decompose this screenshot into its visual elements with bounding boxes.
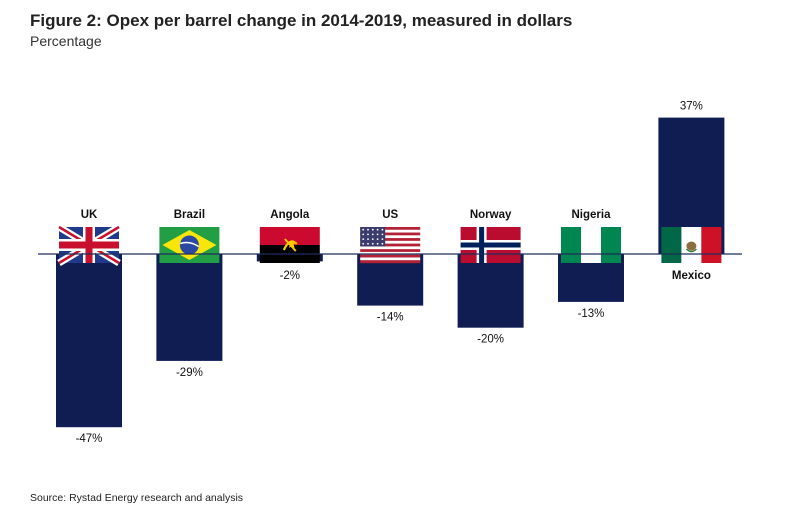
us-flag-icon: [360, 227, 421, 264]
value-label-us: -14%: [377, 312, 404, 324]
chart-subtitle: Percentage: [30, 33, 102, 49]
value-label-angola: -2%: [280, 270, 300, 282]
bar-norway: [457, 254, 524, 328]
nigeria-flag-icon: [561, 227, 621, 263]
category-label-us: US: [382, 209, 398, 221]
category-label-angola: Angola: [270, 209, 310, 221]
value-label-nigeria: -13%: [578, 308, 605, 320]
value-label-brazil: -29%: [176, 367, 203, 379]
category-label-nigeria: Nigeria: [572, 209, 612, 221]
value-label-mexico: 37%: [680, 101, 703, 113]
category-label-norway: Norway: [470, 209, 512, 221]
chart-title: Figure 2: Opex per barrel change in 2014…: [30, 11, 573, 30]
bar-uk: [56, 254, 122, 428]
value-label-norway: -20%: [477, 334, 504, 346]
angola-flag-icon: [259, 227, 320, 263]
mexico-flag-icon: [661, 227, 722, 263]
category-label-brazil: Brazil: [174, 209, 205, 221]
uk-flag-icon: [57, 223, 121, 267]
source-note: Source: Rystad Energy research and analy…: [30, 492, 244, 504]
category-label-mexico: Mexico: [672, 270, 711, 282]
brazil-flag-icon: [159, 227, 220, 263]
bar-brazil: [156, 254, 223, 361]
value-label-uk: -47%: [76, 433, 103, 445]
norway-flag-icon: [460, 227, 521, 263]
category-label-uk: UK: [81, 209, 98, 221]
